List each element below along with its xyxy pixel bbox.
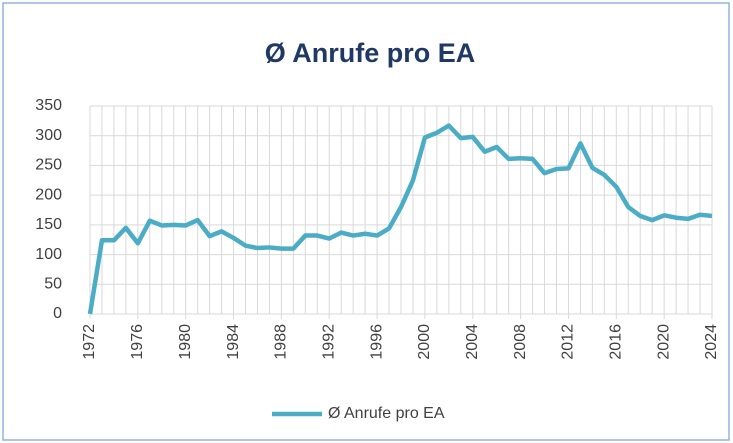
y-tick-label: 150	[35, 216, 62, 233]
legend-label: Ø Anrufe pro EA	[328, 405, 445, 422]
y-tick-label: 250	[35, 157, 62, 174]
x-tick-label: 2016	[608, 324, 625, 360]
x-tick-label: 1992	[320, 324, 337, 360]
y-tick-label: 300	[35, 127, 62, 144]
chart-title: Ø Anrufe pro EA	[265, 38, 476, 68]
x-tick-label: 1976	[129, 324, 146, 360]
x-tick-label: 2008	[512, 324, 529, 360]
x-tick-label: 1984	[225, 324, 242, 360]
y-tick-label: 100	[35, 246, 62, 263]
data-line	[87, 123, 713, 315]
x-tick-label: 2000	[416, 324, 433, 360]
x-tick-label: 1996	[368, 324, 385, 360]
x-tick-label: 2004	[464, 324, 481, 360]
x-tick-label: 1988	[273, 324, 290, 360]
y-tick-label: 50	[44, 276, 62, 293]
x-tick-label: 1972	[81, 324, 98, 360]
x-tick-label: 2020	[655, 324, 672, 360]
y-tick-label: 200	[35, 186, 62, 203]
x-tick-label: 1980	[177, 324, 194, 360]
x-tick-label: 2012	[560, 324, 577, 360]
y-tick-label: 0	[53, 305, 62, 322]
x-tick-label: 2024	[703, 324, 720, 360]
y-tick-label: 350	[35, 97, 62, 114]
